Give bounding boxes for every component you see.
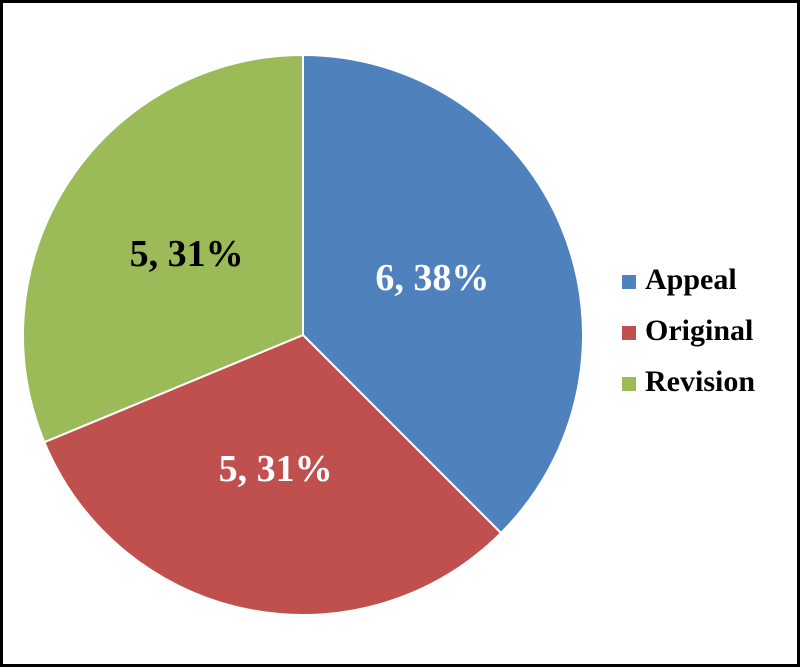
legend-swatch xyxy=(622,326,636,340)
legend-label: Original xyxy=(645,314,753,347)
legend-swatch xyxy=(622,377,636,391)
legend-swatch xyxy=(622,275,636,289)
value-label: 5, 31% xyxy=(130,233,244,275)
pie-slice xyxy=(43,333,503,616)
pie-slice xyxy=(302,53,584,535)
legend-label: Appeal xyxy=(645,263,737,296)
value-label: 5, 31% xyxy=(219,448,333,490)
pie-slice xyxy=(22,53,304,444)
legend-label: Revision xyxy=(645,365,755,398)
value-label: 6, 38% xyxy=(375,257,489,299)
